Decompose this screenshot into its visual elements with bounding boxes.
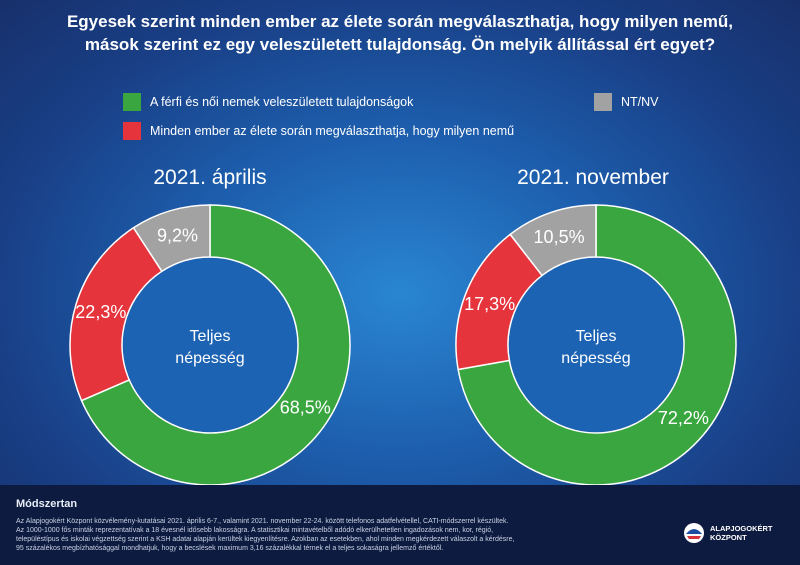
logo-line-1: ALAPJOGOKÉRT — [710, 524, 773, 533]
alapjogokert-kozpont-logo: ALAPJOGOKÉRT KÖZPONT — [683, 522, 773, 544]
title-line-2: mások szerint ez egy veleszületett tulaj… — [84, 35, 716, 54]
methodology-line: Az Alapjogokért Központ közvélemény-kuta… — [16, 518, 509, 525]
legend-swatch-ntnv — [594, 93, 612, 111]
legend-label-ntnv: NT/NV — [621, 95, 659, 109]
legend-swatch-choose — [123, 122, 141, 140]
legend-label-innate: A férfi és női nemek veleszületett tulaj… — [150, 95, 414, 109]
logo-line-2: KÖZPONT — [710, 533, 747, 542]
donut-hole — [123, 258, 297, 432]
methodology-line: Az 1000-1000 fős minták reprezentatívak … — [16, 527, 494, 534]
methodology-heading: Módszertan — [16, 498, 78, 510]
slice-value-label-ntnv: 10,5% — [534, 227, 585, 247]
methodology-line: településtípus és iskolai végzettség sze… — [16, 536, 515, 543]
slice-value-label-choose: 22,3% — [75, 302, 126, 322]
donut-slice-innate — [80, 204, 351, 486]
methodology-footer: Módszertan Az Alapjogokért Központ közvé… — [0, 485, 800, 565]
legend-item-choose: Minden ember az élete során megválasztha… — [123, 122, 514, 140]
donut-slice-ntnv — [509, 204, 597, 277]
donut-november-title: 2021. november — [517, 166, 669, 189]
donut-chart-november: 72,2% 17,3% 10,5% Teljes népesség — [455, 204, 737, 486]
methodology-line: 95 százalékos megbízhatósággal mondhatju… — [16, 545, 444, 552]
donut-chart-april: 68,5% 22,3% 9,2% Teljes népesség — [69, 204, 351, 486]
legend-swatch-innate — [123, 93, 141, 111]
donut-center-label-april: Teljes — [190, 328, 231, 345]
slice-value-label-choose: 17,3% — [464, 294, 515, 314]
donut-slice-innate — [457, 204, 737, 486]
donut-center-label-november: Teljes — [576, 328, 617, 345]
legend-item-ntnv: NT/NV — [594, 93, 659, 111]
legend-label-choose: Minden ember az élete során megválasztha… — [150, 124, 515, 138]
donut-slice-ntnv — [132, 204, 211, 273]
donut-center-label-april: népesség — [175, 350, 244, 367]
donut-center-label-november: népesség — [561, 350, 630, 367]
slice-value-label-innate: 72,2% — [658, 408, 709, 428]
slice-value-label-ntnv: 9,2% — [157, 226, 198, 246]
slice-value-label-innate: 68,5% — [280, 398, 331, 418]
methodology-text: Az Alapjogokért Központ közvélemény-kuta… — [16, 517, 616, 553]
chart-title: Egyesek szerint minden ember az élete so… — [20, 10, 780, 56]
title-line-1: Egyesek szerint minden ember az élete so… — [66, 12, 734, 31]
legend-item-innate: A férfi és női nemek veleszületett tulaj… — [123, 93, 413, 111]
donut-april-title: 2021. április — [153, 166, 267, 189]
donut-hole — [509, 258, 683, 432]
logo-emblem-icon — [684, 523, 704, 543]
